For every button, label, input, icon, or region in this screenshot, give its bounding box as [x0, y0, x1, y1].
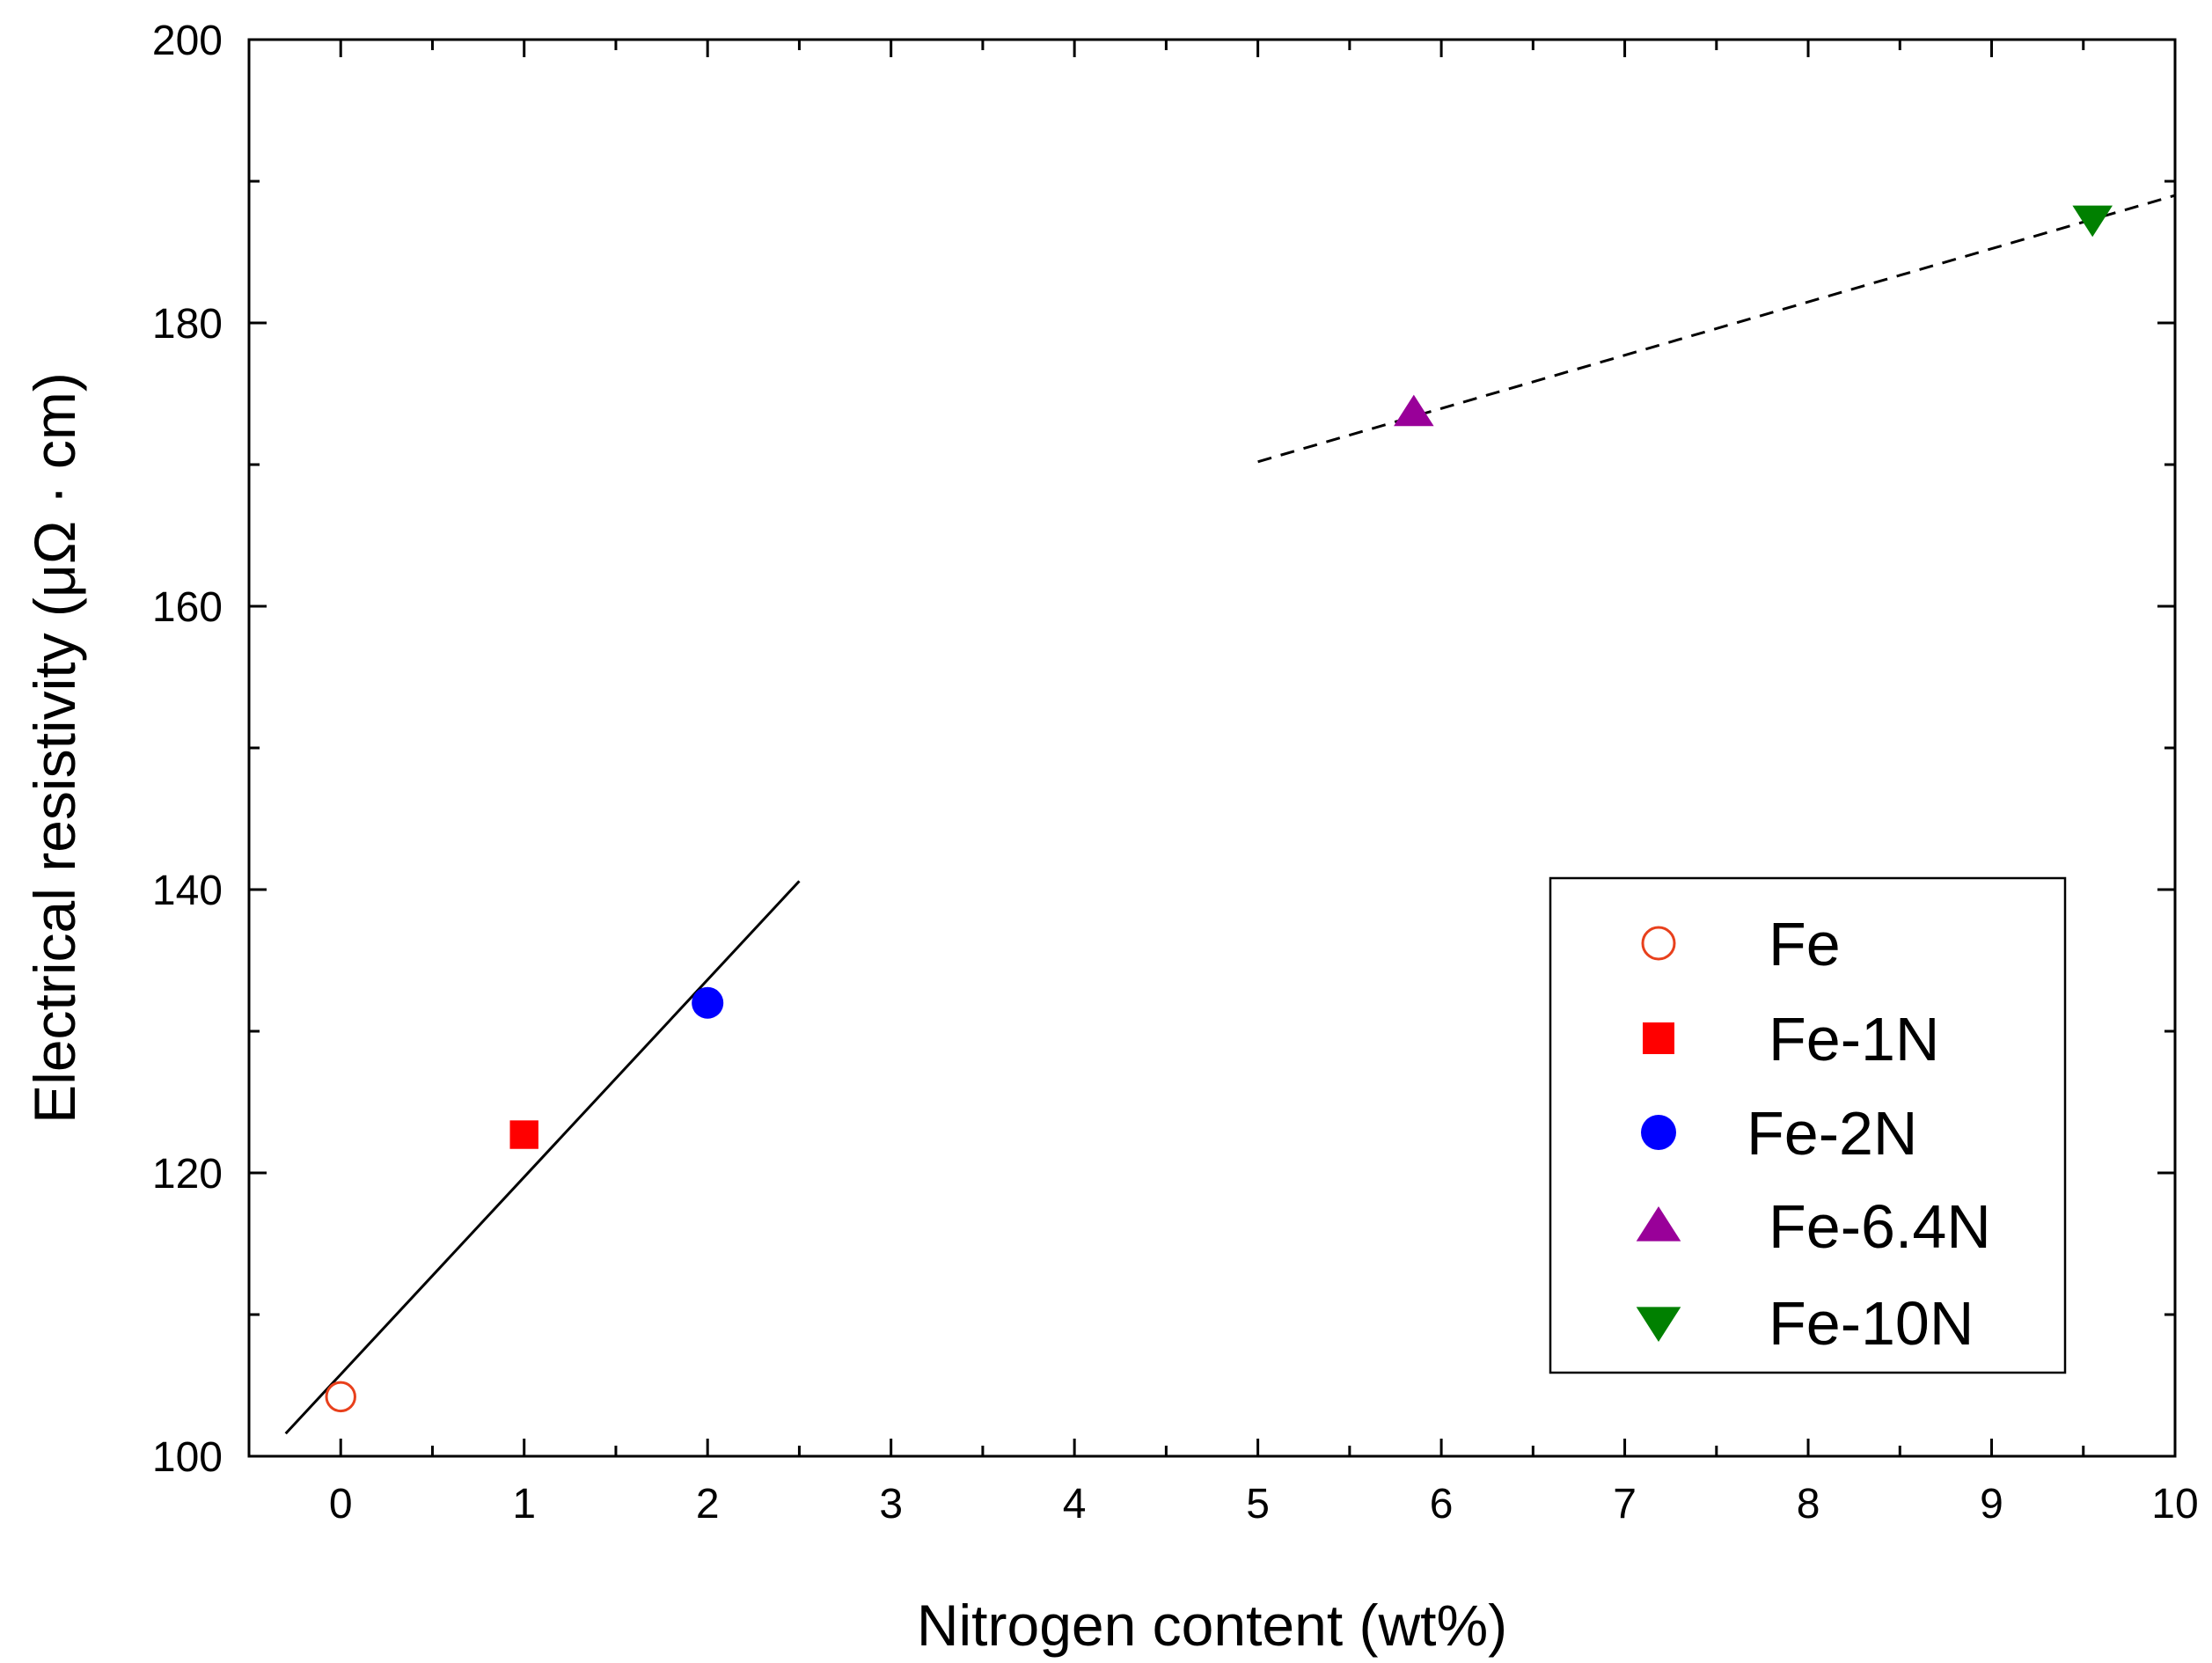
legend-marker-fe-2n	[1641, 1115, 1676, 1150]
legend-marker-fe-10n	[1636, 1307, 1681, 1342]
y-axis-title: Electrical resistivity (μΩ · cm)	[22, 372, 87, 1124]
data-point-fe-10n	[2072, 205, 2113, 238]
axis-ticks	[247, 38, 2177, 1458]
data-point-fe-2n	[692, 986, 724, 1019]
y-tick-label: 100	[152, 1434, 223, 1481]
x-tick-label: 2	[696, 1481, 720, 1527]
x-tick-label: 9	[1980, 1481, 2003, 1527]
x-tick-label: 10	[2151, 1481, 2198, 1527]
y-tick-label: 140	[152, 868, 223, 914]
legend: Fe Fe-1N Fe-2N Fe-6.4N Fe-10N	[1549, 876, 2067, 1374]
data-points	[325, 205, 2113, 1413]
x-tick-label: 3	[879, 1481, 903, 1527]
x-tick-label: 8	[1797, 1481, 1820, 1527]
legend-label-fe-2n: Fe-2N	[1747, 1099, 1917, 1168]
x-axis-title: Nitrogen content (wt%)	[917, 1593, 1507, 1658]
x-tick-label: 6	[1430, 1481, 1454, 1527]
y-tick-label: 160	[152, 584, 223, 631]
data-point-fe	[325, 1381, 356, 1413]
data-point-fe-1n	[509, 1120, 538, 1149]
legend-marker-fe-6-4n	[1636, 1206, 1681, 1242]
fit-line-solid	[284, 880, 801, 1435]
x-tick-label: 1	[512, 1481, 536, 1527]
fit-line-dashed	[1257, 194, 2176, 464]
legend-marker-fe	[1641, 926, 1676, 961]
x-tick-label: 7	[1613, 1481, 1637, 1527]
fit-lines	[284, 194, 2176, 1435]
y-tick-label: 180	[152, 301, 223, 348]
x-tick-label: 4	[1063, 1481, 1087, 1527]
y-tick-label: 120	[152, 1151, 223, 1198]
legend-label-fe-6-4n: Fe-6.4N	[1769, 1192, 1991, 1261]
x-tick-label: 0	[329, 1481, 353, 1527]
x-tick-label: 5	[1246, 1481, 1270, 1527]
legend-label-fe: Fe	[1769, 910, 1841, 978]
legend-box	[1549, 876, 2067, 1374]
data-point-fe-6-4n	[1394, 394, 1434, 427]
legend-marker-fe-1n	[1643, 1022, 1674, 1054]
legend-label-fe-10n: Fe-10N	[1769, 1289, 1974, 1358]
y-tick-label: 200	[152, 18, 223, 64]
tick-labels: 0 1 2 3 4 5 6 7 8 9 10 100 120 140 160 180 200	[152, 18, 2199, 1527]
legend-label-fe-1n: Fe-1N	[1769, 1005, 1939, 1073]
